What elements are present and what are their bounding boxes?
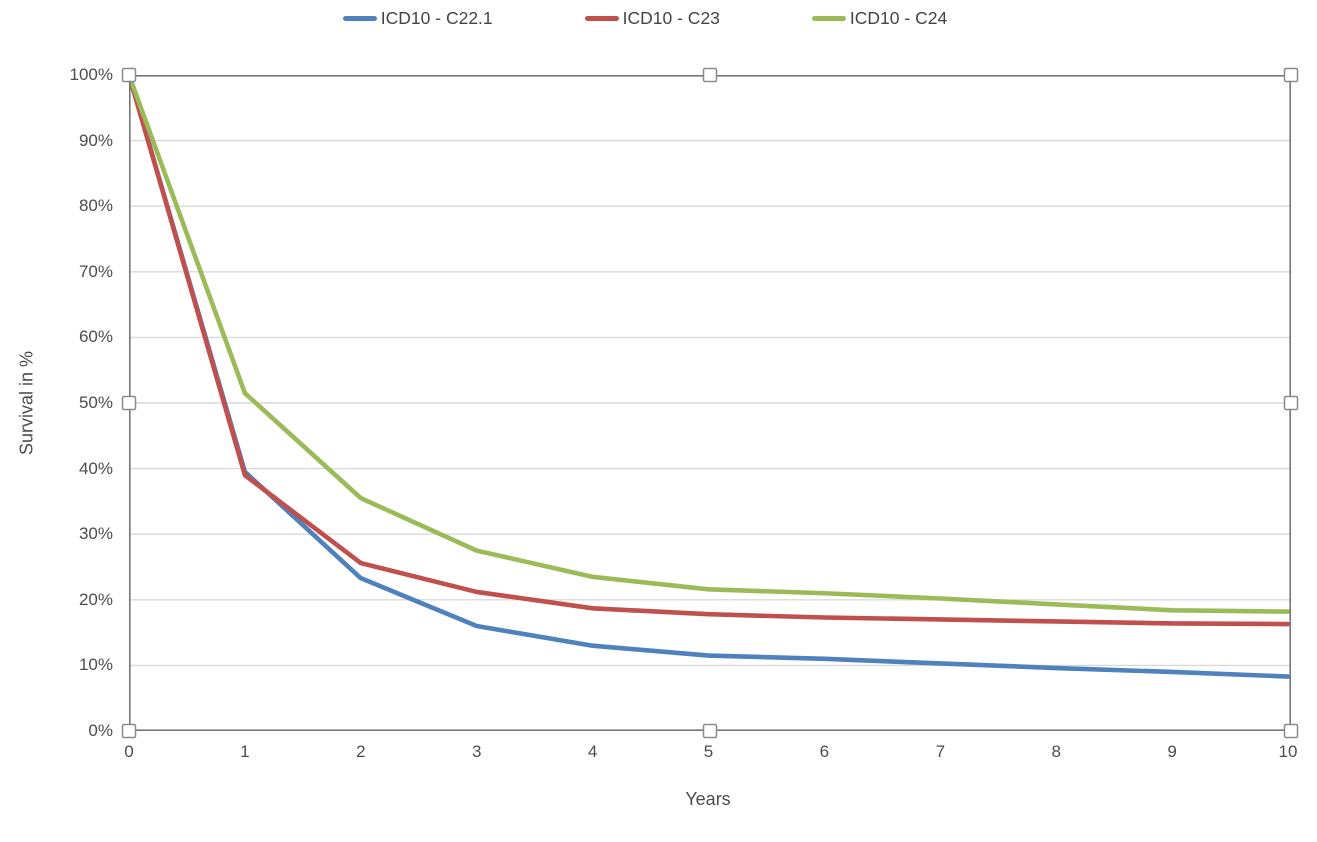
x-tick-label: 3 (471, 742, 482, 761)
legend: ICD10 - C22.1 ICD10 - C23 ICD10 - C24 (0, 8, 1290, 29)
selection-handle[interactable] (1283, 395, 1299, 411)
selection-handle[interactable] (121, 67, 137, 83)
legend-item-1[interactable]: ICD10 - C23 (584, 8, 720, 29)
y-tick-label: 50% (78, 393, 113, 412)
x-tick-label: 6 (819, 742, 830, 761)
x-tick-label: 2 (356, 742, 366, 761)
x-tick-label: 10 (1278, 742, 1298, 761)
series-line-1[interactable] (126, 72, 1291, 627)
x-tick-label: 7 (935, 742, 946, 761)
survival-chart-plot-area[interactable] (121, 67, 1299, 739)
legend-item-0[interactable]: ICD10 - C22.1 (342, 8, 493, 29)
x-tick-label: 4 (587, 742, 598, 761)
x-tick-label: 9 (1167, 742, 1177, 761)
x-axis-title: Years (685, 789, 731, 809)
selection-handle[interactable] (1283, 67, 1299, 83)
x-tick-label: 1 (240, 742, 250, 761)
y-tick-label: 10% (78, 655, 113, 675)
series-line-0[interactable] (126, 72, 1291, 679)
y-tick-label: 30% (78, 524, 113, 544)
selection-handle[interactable] (702, 723, 718, 739)
selection-handle[interactable] (121, 723, 137, 739)
x-tick-label: 0 (124, 742, 134, 761)
y-tick-label: 0% (88, 721, 113, 740)
legend-label: ICD10 - C23 (622, 8, 720, 28)
y-axis-title: Survival in % (16, 350, 37, 456)
y-tick-label: 70% (78, 261, 113, 281)
selection-handle[interactable] (121, 395, 137, 411)
selection-handle[interactable] (702, 67, 718, 83)
y-tick-label: 60% (78, 327, 113, 347)
y-tick-label: 20% (78, 589, 113, 609)
y-tick-label: 90% (78, 130, 113, 150)
x-tick-label: 5 (703, 742, 714, 761)
y-tick-label: 100% (69, 65, 113, 84)
legend-label: ICD10 - C22.1 (380, 8, 493, 28)
legend-label: ICD10 - C24 (849, 8, 948, 28)
legend-line-swatch (584, 16, 619, 21)
y-tick-label: 40% (78, 458, 113, 478)
y-tick-label: 80% (78, 196, 113, 216)
legend-line-swatch (342, 16, 377, 21)
legend-item-2[interactable]: ICD10 - C24 (811, 8, 948, 29)
selection-handle[interactable] (1283, 723, 1299, 739)
legend-line-swatch (811, 16, 846, 21)
x-tick-label: 8 (1051, 742, 1061, 761)
series-line-2[interactable] (126, 72, 1291, 614)
